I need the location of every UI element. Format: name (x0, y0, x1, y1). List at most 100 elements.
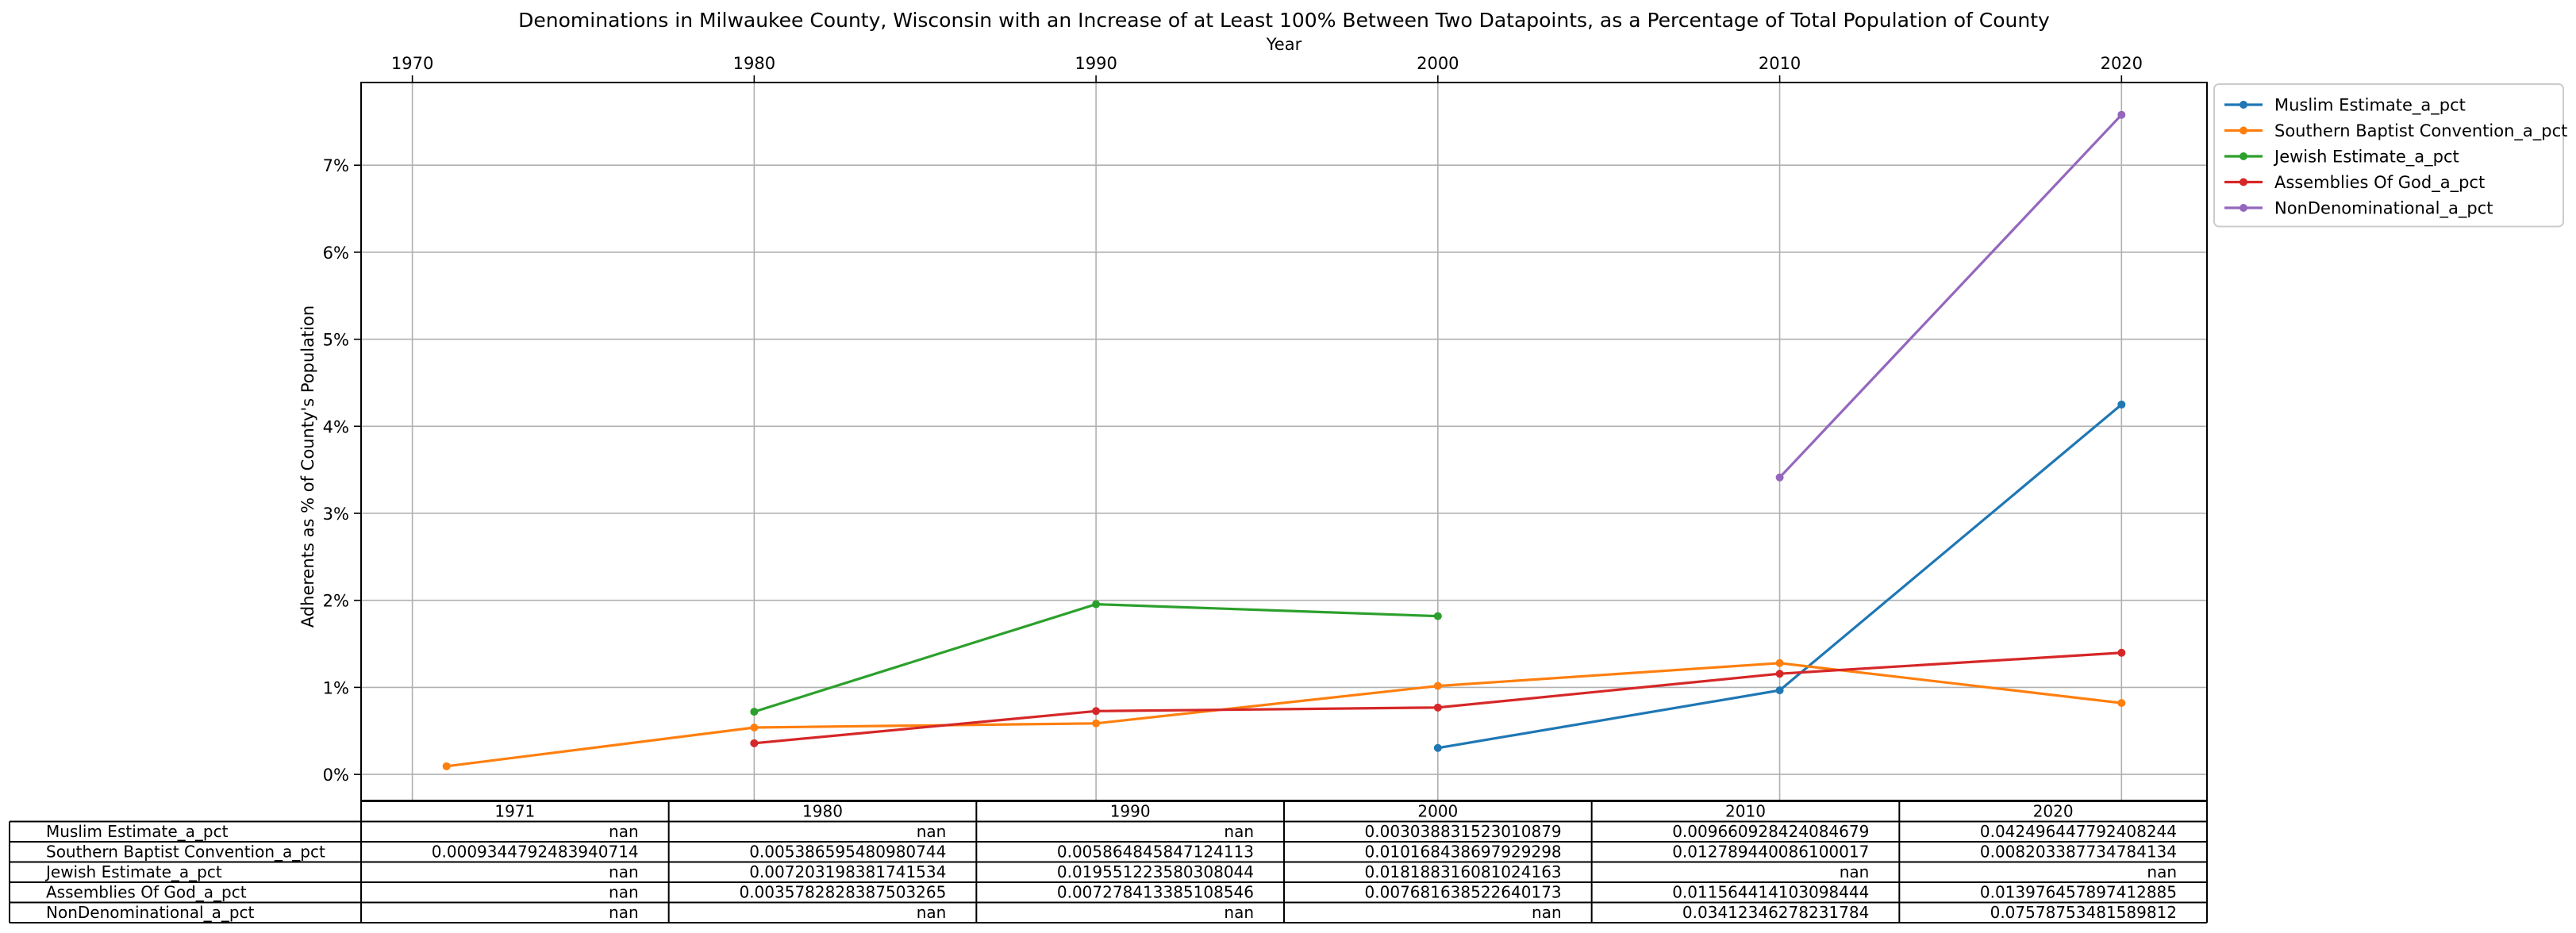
table-cell: 0.005386595480980744 (749, 843, 946, 862)
data-point (2117, 110, 2126, 119)
legend-label: Jewish Estimate_a_pct (2273, 148, 2459, 167)
legend-label: Muslim Estimate_a_pct (2274, 96, 2466, 116)
data-point (2117, 648, 2126, 657)
data-point (1775, 670, 1784, 678)
table-cell: 0.007203198381741534 (749, 862, 946, 881)
table-column-header: 2010 (1725, 802, 1766, 821)
legend-entry: Jewish Estimate_a_pct (2224, 148, 2459, 167)
series-line (446, 662, 2122, 768)
table-cell: 0.007278413385108546 (1057, 883, 1254, 902)
table-cell: 0.019551223580308044 (1057, 862, 1254, 881)
table-cell: 0.0035782828387503265 (739, 883, 946, 902)
table-cell: nan (1224, 903, 1254, 922)
table-cell: nan (917, 903, 947, 922)
y-tick-label: 0% (323, 766, 349, 785)
legend-frame (2213, 83, 2564, 228)
data-point (750, 708, 759, 716)
table-cell: 0.012789440086100017 (1672, 843, 1869, 862)
data-point (1433, 703, 1442, 712)
table-cell: 0.011564414103098444 (1672, 883, 1869, 902)
data-point (1775, 473, 1784, 482)
table-cell: 0.007681638522640173 (1365, 883, 1562, 902)
data-point (1092, 707, 1101, 716)
data-point (1433, 743, 1442, 752)
table-cell: 0.018188316081024163 (1365, 862, 1562, 881)
legend-entry: Southern Baptist Convention_a_pct (2224, 121, 2567, 141)
data-point (2117, 699, 2126, 708)
y-tick-label: 6% (323, 244, 349, 263)
legend-swatch-marker (2240, 152, 2247, 160)
table-cell: 0.03412346278231784 (1682, 903, 1869, 922)
y-tick-label: 3% (323, 505, 349, 524)
legend-swatch-marker (2240, 204, 2247, 212)
data-point (1433, 682, 1442, 690)
table-column-header: 1990 (1110, 802, 1151, 821)
legend-label: Assemblies Of God_a_pct (2274, 173, 2485, 193)
legend-label: NonDenominational_a_pct (2274, 199, 2493, 219)
legend-swatch-marker (2240, 126, 2247, 135)
axes: 1970 1980 1990 2000 2010 2020 0% 1% 2% 3% 4% 5% 6% 7% (323, 54, 2143, 785)
data-point (750, 739, 759, 747)
table-cell: 0.010168438697929298 (1365, 843, 1562, 862)
table-column-header: 2000 (1417, 802, 1458, 821)
series-1 (442, 658, 2126, 770)
legend-swatch-marker (2240, 101, 2247, 109)
y-tick-label: 5% (323, 331, 349, 350)
legend-entry: NonDenominational_a_pct (2224, 199, 2493, 219)
x-tick-label: 1970 (391, 54, 433, 73)
table-cell: 0.005864845847124113 (1057, 843, 1254, 862)
plot-frame (360, 82, 2208, 801)
data-table: 1971 1980 1990 2000 2010 2020 Muslim Estimate_… (9, 801, 2208, 923)
legend-swatch-marker (2240, 178, 2247, 186)
y-tick-label: 1% (323, 678, 349, 697)
table-cell: nan (609, 862, 639, 881)
table-cell: nan (609, 822, 639, 841)
table-cell: 0.009660928424084679 (1672, 822, 1869, 841)
chart-title: Denominations in Milwaukee County, Wisco… (518, 9, 2050, 32)
table-cell: 0.042496447792408244 (1980, 822, 2177, 841)
data-point (1092, 600, 1101, 609)
table-cell: nan (1224, 822, 1254, 841)
table-column-header: 1971 (494, 802, 535, 821)
table-cell: 0.008203387734784134 (1980, 843, 2177, 862)
x-tick-label: 1990 (1075, 54, 1117, 73)
table-cell: nan (609, 903, 639, 922)
table-column-header: 2020 (2033, 802, 2074, 821)
y-tick-label: 7% (323, 156, 349, 175)
table-row-label: NonDenominational_a_pct (46, 903, 255, 922)
table-cell: nan (2147, 862, 2177, 881)
table-row-label: Assemblies Of God_a_pct (46, 883, 247, 902)
table-cell: 0.07578753481589812 (1990, 903, 2177, 922)
table-cell: nan (1840, 862, 1870, 881)
data-point (1775, 686, 1784, 695)
data-point (2117, 400, 2126, 409)
series-layer (442, 110, 2126, 770)
legend-entry: Muslim Estimate_a_pct (2224, 96, 2466, 116)
x-tick-label: 2000 (1417, 54, 1459, 73)
data-point (1775, 658, 1784, 667)
table-cell: 0.0009344792483940714 (432, 843, 639, 862)
legend: Muslim Estimate_a_pct Southern Baptist Co… (2213, 83, 2567, 228)
x-tick-label: 2020 (2101, 54, 2143, 73)
y-axis-label: Adherents as % of County's Population (298, 305, 317, 628)
table-cell: 0.003038831523010879 (1365, 822, 1562, 841)
table-cell: 0.013976457897412885 (1980, 883, 2177, 902)
data-point (750, 723, 759, 731)
table-cell: nan (609, 883, 639, 902)
x-tick-label: 2010 (1759, 54, 1801, 73)
table-column-header: 1980 (802, 802, 843, 821)
table-row-label: Jewish Estimate_a_pct (44, 862, 222, 881)
table-row-label: Muslim Estimate_a_pct (46, 822, 229, 841)
table-row-label: Southern Baptist Convention_a_pct (46, 843, 325, 862)
grid (361, 83, 2207, 801)
series-line (1778, 113, 2123, 478)
data-point (442, 762, 451, 770)
table-cell: nan (1532, 903, 1562, 922)
x-tick-label: 1980 (733, 54, 775, 73)
x-axis-label: Year (1266, 35, 1302, 54)
legend-entry: Assemblies Of God_a_pct (2224, 173, 2485, 193)
series-4 (1775, 110, 2126, 482)
data-point (1433, 612, 1442, 620)
y-tick-label: 2% (323, 592, 349, 611)
